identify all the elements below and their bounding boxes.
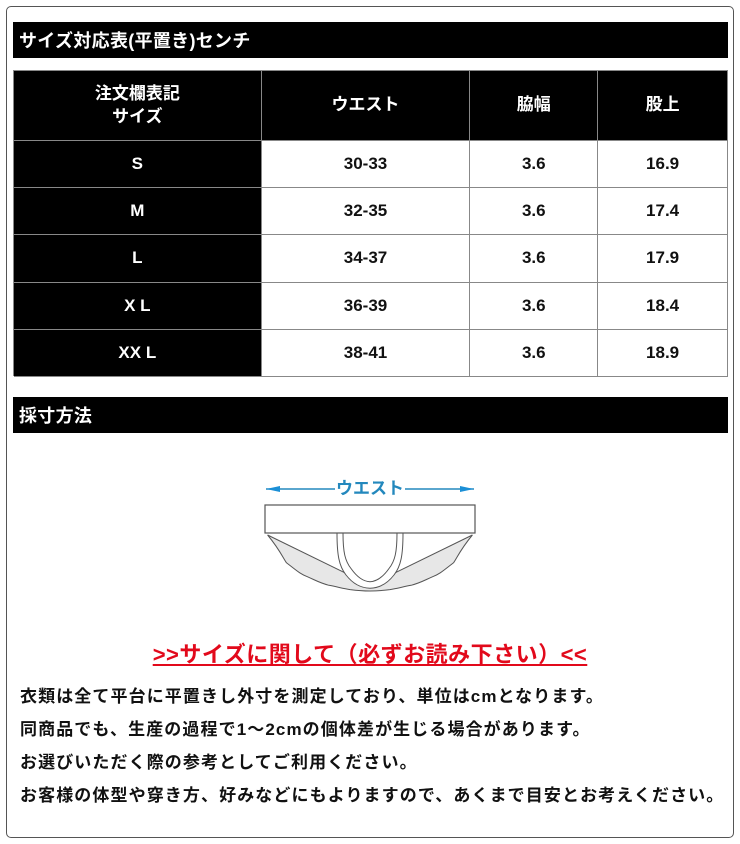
- svg-text:ウエスト: ウエスト: [336, 479, 404, 498]
